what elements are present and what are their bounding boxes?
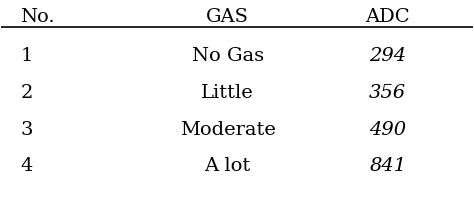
Text: ADC: ADC — [365, 8, 410, 26]
Text: 294: 294 — [369, 47, 406, 65]
Text: No Gas: No Gas — [191, 47, 264, 65]
Text: Little: Little — [201, 84, 254, 102]
Text: 490: 490 — [369, 121, 406, 138]
Text: GAS: GAS — [206, 8, 249, 26]
Text: 1: 1 — [20, 47, 33, 65]
Text: A lot: A lot — [204, 157, 251, 176]
Text: 3: 3 — [20, 121, 33, 138]
Text: 2: 2 — [20, 84, 33, 102]
Text: 356: 356 — [369, 84, 406, 102]
Text: 4: 4 — [20, 157, 33, 176]
Text: No.: No. — [20, 8, 55, 26]
Text: Moderate: Moderate — [180, 121, 275, 138]
Text: 841: 841 — [369, 157, 406, 176]
